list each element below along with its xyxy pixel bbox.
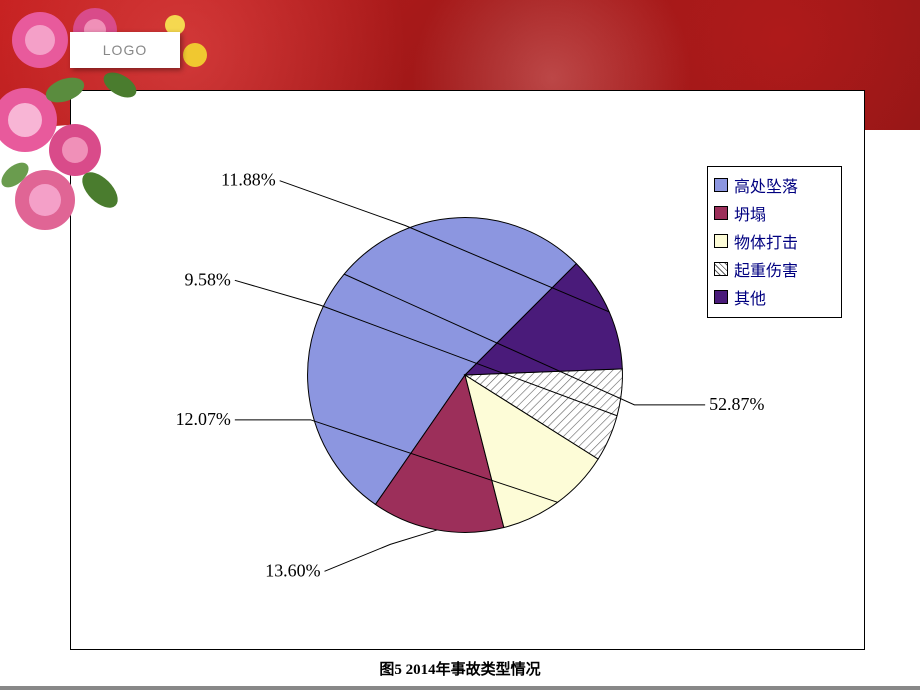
footer-bar [0, 686, 920, 690]
legend-swatch [714, 206, 728, 220]
legend-item: 其他 [714, 285, 835, 309]
legend: 高处坠落坍塌物体打击起重伤害其他 [707, 166, 842, 318]
slice-label: 11.88% [221, 170, 276, 190]
legend-swatch [714, 234, 728, 248]
slice-label: 9.58% [185, 269, 231, 289]
legend-swatch [714, 262, 728, 276]
legend-swatch [714, 178, 728, 192]
legend-swatch [714, 290, 728, 304]
legend-label: 起重伤害 [734, 257, 798, 281]
leader-line [325, 530, 438, 571]
legend-label: 坍塌 [734, 201, 766, 225]
logo-badge: LOGO [70, 32, 180, 68]
legend-item: 坍塌 [714, 201, 835, 225]
legend-label: 其他 [734, 285, 766, 309]
legend-item: 高处坠落 [714, 173, 835, 197]
legend-label: 高处坠落 [734, 173, 798, 197]
slice-label: 13.60% [265, 560, 320, 580]
chart-caption: 图5 2014年事故类型情况 [0, 658, 920, 679]
slice-label: 52.87% [709, 394, 764, 414]
slice-label: 12.07% [176, 409, 231, 429]
logo-text: LOGO [103, 42, 147, 58]
legend-label: 物体打击 [734, 229, 798, 253]
legend-item: 起重伤害 [714, 257, 835, 281]
legend-item: 物体打击 [714, 229, 835, 253]
